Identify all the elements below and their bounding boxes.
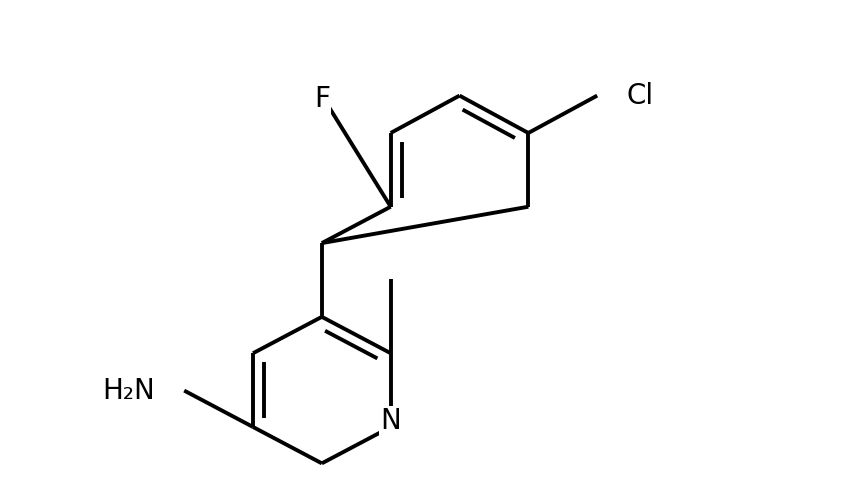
- Text: F: F: [313, 85, 330, 114]
- Text: Cl: Cl: [626, 82, 653, 111]
- Text: H₂N: H₂N: [102, 376, 154, 404]
- Text: N: N: [380, 407, 400, 435]
